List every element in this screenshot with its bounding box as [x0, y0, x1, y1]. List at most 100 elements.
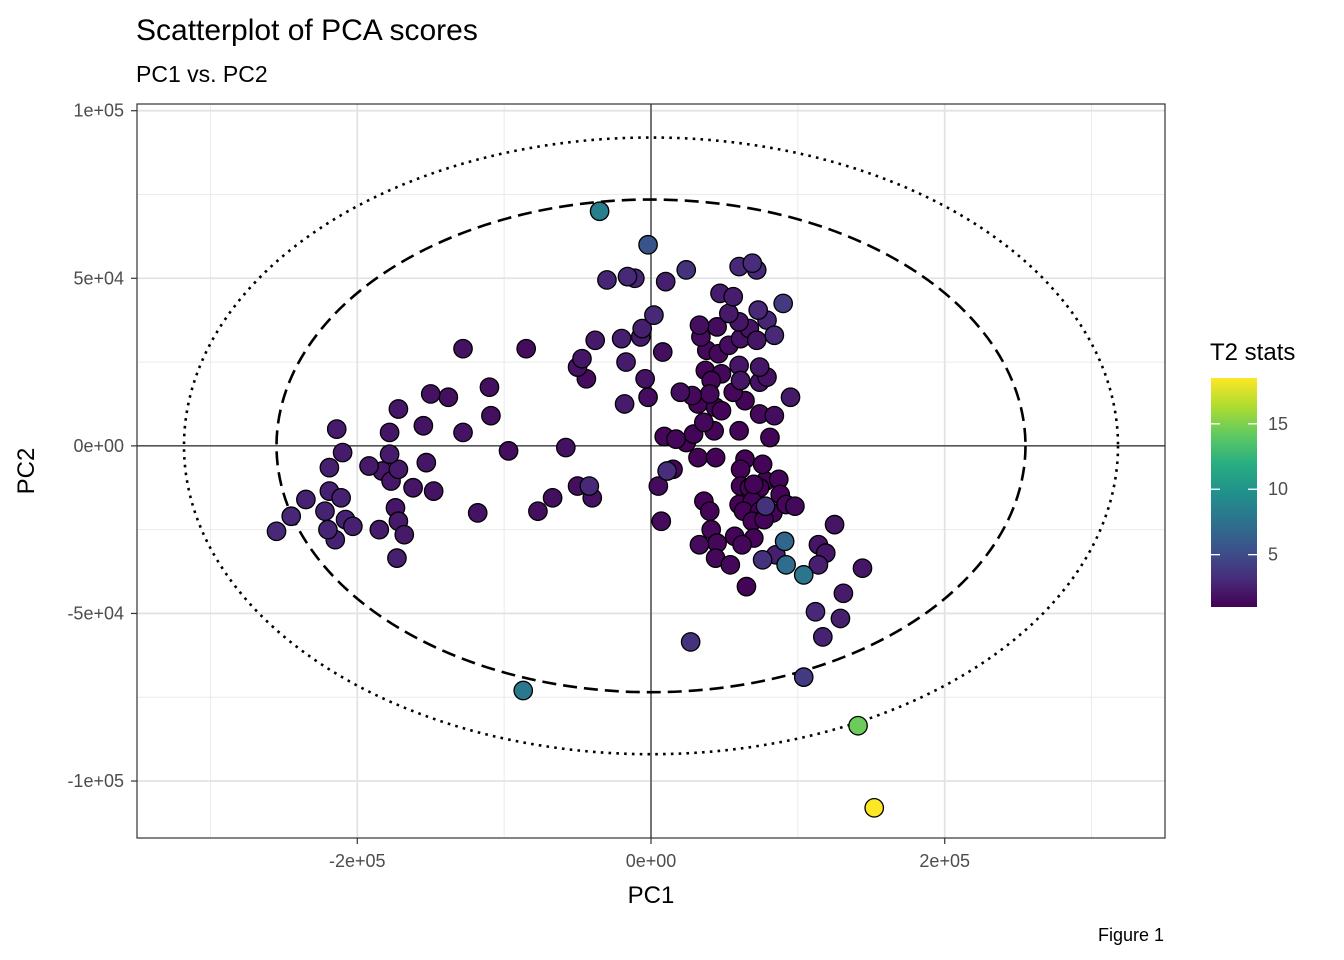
- data-point: [785, 496, 805, 517]
- data-point: [635, 368, 655, 389]
- data-point: [359, 456, 379, 476]
- data-point: [423, 481, 444, 501]
- data-point: [616, 352, 636, 372]
- data-point: [438, 387, 459, 408]
- data-point: [611, 328, 632, 349]
- y-axis-ticks: 1e+05 5e+04 0e+00 -5e+04 -1e+05: [67, 101, 137, 791]
- data-point: [657, 461, 678, 481]
- data-point: [830, 608, 851, 629]
- colorbar-tick-label: 10: [1268, 479, 1288, 499]
- data-point: [670, 382, 691, 403]
- data-point: [730, 370, 751, 391]
- colorbar: [1211, 378, 1257, 607]
- data-point: [318, 519, 338, 540]
- reference-lines: [137, 104, 1165, 838]
- chart-subtitle: PC1 vs. PC2: [136, 61, 268, 87]
- data-point: [542, 487, 563, 508]
- x-tick-label: 2e+05: [919, 851, 970, 871]
- data-point: [555, 437, 576, 458]
- data-point: [652, 342, 673, 362]
- data-point: [666, 429, 686, 450]
- data-point: [315, 501, 335, 522]
- data-point: [699, 501, 720, 522]
- data-point: [720, 554, 741, 575]
- data-point: [369, 519, 390, 540]
- data-point: [848, 715, 868, 736]
- colorbar-tick-label: 15: [1268, 414, 1288, 434]
- data-point: [648, 476, 669, 496]
- x-axis-title: PC1: [628, 882, 675, 909]
- data-point: [467, 503, 488, 523]
- y-tick-label: 5e+04: [73, 268, 124, 288]
- data-point: [688, 447, 708, 468]
- data-point: [632, 318, 653, 339]
- data-point: [319, 457, 340, 478]
- data-point: [760, 427, 780, 448]
- data-point: [589, 201, 610, 222]
- data-point: [638, 234, 658, 255]
- data-point: [805, 601, 826, 622]
- data-point: [812, 627, 833, 647]
- x-axis-ticks: -2e+05 0e+00 2e+05: [329, 838, 970, 871]
- data-point: [331, 487, 351, 508]
- data-point: [743, 474, 764, 495]
- data-point: [748, 300, 769, 320]
- data-point: [833, 583, 854, 604]
- data-point: [453, 338, 473, 359]
- data-point: [296, 489, 316, 510]
- data-point: [749, 357, 770, 377]
- colorbar-tick-label: 5: [1268, 545, 1278, 565]
- data-point: [711, 400, 732, 421]
- data-point: [852, 558, 873, 579]
- data-point: [644, 305, 664, 326]
- data-point: [597, 270, 617, 290]
- data-point: [676, 260, 697, 280]
- data-point: [343, 516, 363, 537]
- data-point: [793, 667, 814, 687]
- data-point: [453, 422, 473, 443]
- data-point: [585, 330, 606, 351]
- data-points: [266, 201, 885, 818]
- x-tick-label: 0e+00: [626, 851, 677, 871]
- y-axis-title: PC2: [13, 448, 40, 495]
- data-point: [764, 325, 785, 346]
- legend-title: T2 stats: [1210, 339, 1295, 366]
- data-point: [699, 384, 720, 404]
- data-point: [394, 524, 415, 545]
- data-point: [776, 554, 796, 575]
- data-point: [379, 422, 400, 443]
- colorbar-legend: T2 stats 5 10 15: [1210, 339, 1295, 607]
- data-point: [388, 399, 409, 419]
- data-point: [332, 442, 353, 463]
- data-point: [655, 271, 676, 292]
- data-point: [413, 415, 434, 436]
- data-point: [808, 554, 829, 575]
- data-point: [498, 441, 519, 461]
- y-tick-label: 1e+05: [73, 101, 124, 121]
- data-point: [694, 412, 714, 433]
- figure-caption: Figure 1: [1098, 925, 1164, 945]
- data-point: [387, 548, 407, 568]
- data-point: [379, 444, 400, 465]
- y-tick-label: -1e+05: [67, 771, 124, 791]
- data-point: [689, 315, 710, 336]
- data-point: [516, 338, 537, 359]
- data-point: [723, 286, 744, 307]
- data-point: [764, 405, 785, 426]
- data-point: [705, 447, 726, 468]
- data-point: [638, 387, 658, 408]
- confidence-ellipses: [182, 136, 1120, 756]
- data-point: [281, 506, 302, 527]
- data-point: [729, 420, 749, 441]
- x-tick-label: -2e+05: [329, 851, 386, 871]
- data-point: [326, 419, 347, 439]
- data-point: [513, 680, 534, 701]
- data-point: [416, 452, 437, 473]
- data-point: [736, 576, 757, 597]
- data-point: [579, 476, 600, 496]
- data-point: [730, 459, 751, 480]
- data-point: [689, 534, 710, 555]
- y-tick-label: -5e+04: [67, 603, 124, 623]
- data-point: [481, 405, 501, 426]
